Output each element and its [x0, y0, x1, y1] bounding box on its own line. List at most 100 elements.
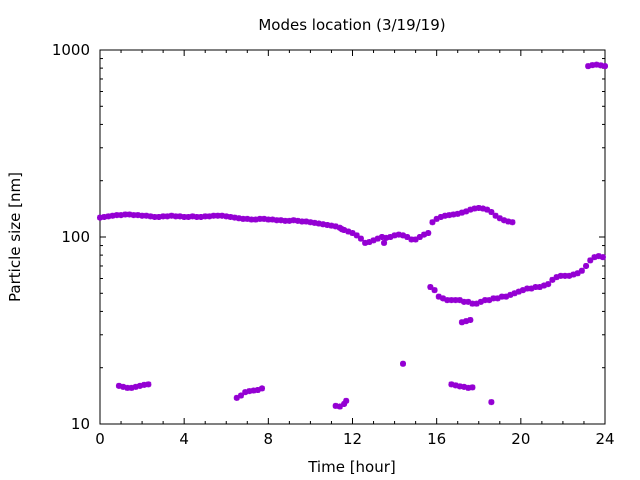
data-point [463, 208, 470, 215]
data-point [185, 213, 192, 220]
data-point [242, 389, 249, 396]
data-point [250, 387, 257, 394]
data-point [498, 293, 505, 300]
y-tick-label: 10 [71, 415, 90, 433]
data-point [164, 213, 171, 220]
data-point [427, 284, 434, 291]
data-point [97, 214, 103, 221]
data-point [223, 213, 230, 220]
data-point [467, 316, 474, 323]
data-point [473, 300, 480, 307]
data-point [124, 384, 131, 391]
data-point [532, 284, 539, 291]
data-point [496, 215, 503, 222]
data-point [378, 234, 385, 240]
data-point [448, 381, 455, 388]
data-point [507, 291, 514, 298]
data-point [589, 62, 596, 69]
data-point [193, 213, 200, 220]
axis-ticks [99, 49, 606, 425]
data-point [469, 384, 476, 391]
data-point [370, 237, 377, 244]
data-point [549, 276, 556, 283]
data-point [570, 271, 577, 278]
data-point [176, 213, 183, 220]
data-point [421, 231, 428, 238]
data-point [479, 205, 486, 212]
data-point [219, 212, 226, 219]
data-point [227, 213, 234, 220]
data-point [412, 236, 419, 243]
x-tick-label: 12 [343, 430, 362, 448]
data-point [465, 384, 472, 391]
data-point [429, 219, 436, 226]
data-point [461, 298, 468, 305]
data-point [431, 287, 438, 294]
data-point [599, 254, 606, 261]
data-point [338, 226, 345, 233]
data-point [461, 383, 468, 390]
data-point [240, 215, 247, 222]
data-point [494, 295, 501, 302]
data-point [343, 397, 350, 404]
data-point [151, 213, 158, 220]
data-point [400, 360, 406, 367]
x-tick-label: 16 [427, 430, 446, 448]
data-point [557, 272, 564, 279]
data-point [145, 381, 152, 388]
data-point [574, 270, 581, 277]
data-point [585, 63, 592, 70]
data-point [439, 295, 446, 302]
data-point [282, 217, 289, 224]
data-point [578, 267, 585, 274]
data-point [583, 262, 590, 269]
data-point [486, 297, 493, 304]
data-point [490, 295, 497, 302]
data-point [467, 206, 474, 213]
data-point [324, 221, 331, 228]
data-point [252, 216, 259, 223]
data-point [113, 212, 120, 219]
data-point [172, 213, 179, 220]
data-point [328, 222, 335, 229]
data-point [482, 297, 489, 304]
data-point [437, 213, 444, 220]
data-point [562, 272, 569, 279]
data-point [256, 215, 263, 222]
data-point [602, 63, 608, 70]
data-point [463, 318, 470, 325]
data-point [450, 211, 457, 218]
data-point [315, 220, 322, 227]
chart-title: Modes location (3/19/19) [258, 16, 445, 34]
data-point [126, 211, 133, 218]
data-point [475, 204, 482, 211]
data-points [97, 61, 608, 410]
data-point [452, 382, 459, 389]
x-axis-label: Time [hour] [307, 458, 396, 476]
data-point [435, 293, 442, 300]
data-point [206, 213, 213, 220]
data-point [210, 212, 217, 219]
data-point [233, 394, 240, 401]
data-point [515, 288, 522, 295]
data-point [273, 217, 280, 224]
data-point [444, 297, 451, 304]
data-point [336, 403, 343, 410]
data-point [248, 216, 255, 223]
data-point [246, 388, 253, 395]
data-point [147, 213, 154, 220]
data-point [471, 205, 478, 212]
data-point [509, 219, 516, 226]
data-point [118, 212, 125, 219]
data-point [456, 383, 463, 390]
data-point [353, 232, 360, 239]
data-point [105, 213, 112, 220]
data-point [349, 230, 356, 237]
data-point [294, 217, 301, 224]
data-point [311, 219, 318, 226]
data-point [235, 215, 242, 222]
data-point [143, 212, 150, 219]
data-point [362, 239, 369, 246]
data-point [244, 215, 251, 222]
data-point [290, 217, 297, 224]
